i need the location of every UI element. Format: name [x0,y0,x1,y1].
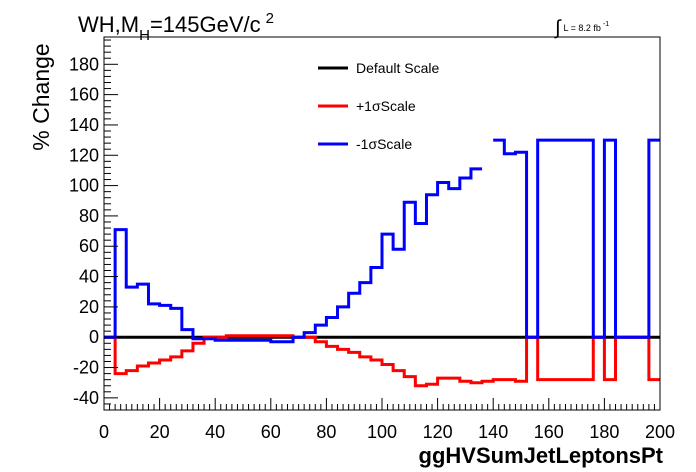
y-tick-label: 100 [69,176,99,196]
y-tick-label: 120 [69,145,99,165]
y-tick-label: 60 [79,236,99,256]
chart-title: WH,MH=145GeV/c 2 [78,10,274,44]
lumi-label: ∫ L = 8.2 fb -1 [554,17,609,39]
lumi-text: L = 8.2 fb [563,23,600,33]
legend-label: -1σScale [356,136,412,152]
x-tick-label: 180 [589,422,619,442]
x-tick-label: 120 [423,422,453,442]
title-subscript: H [139,27,150,44]
y-axis-title: % Change [28,43,54,150]
y-tick-label: 180 [69,54,99,74]
series-line-1-scale [104,138,660,344]
x-tick-label: 40 [205,422,225,442]
data-layer [104,138,660,388]
x-axis-title: ggHVSumJetLeptonsPt [419,443,664,468]
y-tick-label: 40 [79,267,99,287]
legend: Default Scale +1σScale -1σScale [318,60,439,152]
x-tick-label: 160 [534,422,564,442]
legend-label: Default Scale [356,60,439,76]
integral-icon: ∫ [554,17,562,39]
title-rest: =145GeV/c [150,12,261,37]
x-tick-label: 0 [99,422,109,442]
y-tick-label: 0 [89,327,99,347]
title-main: WH,M [78,12,139,37]
y-tick-label: 160 [69,85,99,105]
series-line-1-scale [104,334,660,388]
y-tick-label: -40 [73,388,99,408]
x-tick-label: 100 [367,422,397,442]
y-axis: -40 -20 0 20 40 60 80 100 120 140 160 180 [69,39,118,408]
lumi-superscript: -1 [603,21,609,28]
x-tick-label: 60 [261,422,281,442]
x-axis: 0 20 40 60 80 100 120 140 160 180 200 [99,398,675,442]
x-tick-label: 20 [150,422,170,442]
y-tick-label: -20 [73,358,99,378]
x-tick-label: 140 [478,422,508,442]
y-tick-label: 20 [79,297,99,317]
x-tick-label: 200 [645,422,675,442]
legend-label: +1σScale [356,98,416,114]
title-superscript: 2 [266,10,274,27]
x-tick-label: 80 [316,422,336,442]
y-tick-label: 80 [79,206,99,226]
y-tick-label: 140 [69,115,99,135]
